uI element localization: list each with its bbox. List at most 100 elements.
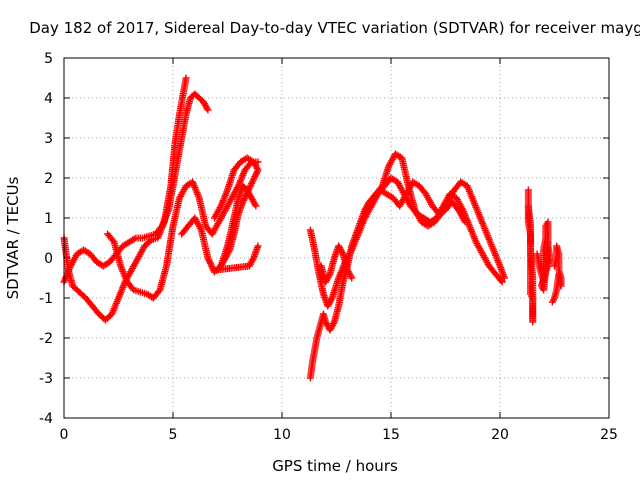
- data-point-run: [149, 235, 160, 243]
- data-point: [548, 298, 556, 306]
- data-point-run: [184, 179, 195, 189]
- data-point-run: [105, 232, 117, 244]
- data-point: [498, 278, 506, 286]
- data-point-run: [417, 184, 429, 196]
- data-point-run: [169, 196, 183, 228]
- data-point-run: [94, 259, 106, 269]
- data-point-run: [153, 224, 165, 236]
- y-tick-label: 1: [44, 211, 53, 227]
- data-point-run: [415, 211, 426, 221]
- data-point-run: [209, 220, 222, 236]
- data-point-run: [408, 204, 420, 216]
- data-point-run: [101, 259, 112, 269]
- data-point-run: [389, 175, 400, 185]
- data-point-run: [423, 192, 435, 208]
- data-point-run: [477, 216, 490, 236]
- y-tick-label: -3: [39, 371, 53, 387]
- data-point-run: [197, 95, 206, 105]
- data-point-run: [393, 151, 404, 161]
- data-point-run: [384, 191, 396, 201]
- data-point-run: [81, 247, 93, 257]
- data-point-run: [75, 247, 86, 257]
- data-point-run: [364, 196, 377, 212]
- data-point-run: [322, 272, 333, 284]
- series-track-j: [524, 186, 537, 326]
- data-point-run: [117, 264, 130, 284]
- data-point-run: [103, 312, 114, 322]
- series-track-e: [210, 154, 262, 274]
- data-point-run: [527, 224, 535, 252]
- data-point-run: [540, 268, 550, 292]
- data-point-run: [87, 252, 99, 264]
- data-point-run: [230, 196, 242, 220]
- data-point-run: [230, 212, 242, 236]
- data-point-run: [327, 320, 337, 332]
- data-point-run: [163, 224, 177, 268]
- data-point: [461, 218, 469, 226]
- data-point-run: [315, 272, 327, 296]
- x-tick-label: 25: [600, 427, 618, 443]
- data-point-run: [484, 232, 497, 252]
- data-point-run: [178, 112, 190, 140]
- data-point-run: [75, 287, 84, 297]
- y-axis-label: SDTVAR / TECUs: [4, 176, 22, 299]
- data-point-run: [246, 256, 257, 268]
- data-point-run: [224, 168, 237, 192]
- grid: [64, 58, 609, 418]
- series-track-c: [104, 158, 262, 302]
- data-point-run: [218, 188, 231, 208]
- data-point-run: [447, 191, 459, 201]
- data-point-run: [216, 208, 228, 224]
- data-point-run: [437, 207, 448, 217]
- data-point: [182, 74, 190, 82]
- data-point-run: [165, 184, 177, 212]
- data-point-run: [471, 200, 484, 220]
- data-point-run: [248, 196, 259, 208]
- y-tick-label: 4: [44, 91, 53, 107]
- data-point-run: [211, 204, 224, 220]
- data-point-run: [79, 291, 88, 301]
- data-point-run: [335, 280, 347, 308]
- y-tick-label: -4: [39, 411, 53, 427]
- data-point-run: [421, 215, 433, 225]
- data-point-run: [316, 320, 325, 332]
- x-axis-label: GPS time / hours: [272, 457, 398, 475]
- series-track-k: [533, 218, 554, 294]
- y-tick-label: -1: [39, 291, 53, 307]
- data-point-run: [159, 208, 172, 228]
- data-point-run: [151, 288, 163, 300]
- data-point-run: [214, 262, 251, 274]
- y-tick-label: 5: [44, 51, 53, 67]
- data-point-run: [61, 264, 74, 284]
- axis-ticks: 0 5 10 15 20 25 -4 -3 -2 -1 0 1 2 3 4 5: [39, 51, 618, 443]
- x-tick-label: 5: [169, 427, 178, 443]
- y-tick-label: 3: [44, 131, 53, 147]
- data-point-run: [218, 256, 228, 268]
- data-point-run: [313, 328, 323, 340]
- data-point: [252, 202, 260, 210]
- data-point-run: [386, 152, 398, 168]
- data-point-run: [456, 208, 468, 224]
- x-tick-label: 0: [60, 427, 69, 443]
- data-point-run: [325, 296, 335, 308]
- data-point-run: [196, 196, 209, 228]
- data-point-run: [70, 283, 80, 293]
- data-point-run: [127, 235, 138, 245]
- data-point-run: [536, 264, 545, 276]
- data-point-run: [198, 228, 211, 260]
- data-point-run: [83, 296, 95, 308]
- data-point-run: [231, 160, 243, 172]
- data-points: [60, 74, 565, 382]
- data-point: [254, 242, 262, 250]
- data-point-run: [344, 268, 355, 280]
- data-point-run: [176, 184, 189, 200]
- data-point-run: [188, 91, 197, 101]
- data-point-run: [171, 112, 183, 144]
- data-point-run: [553, 244, 562, 256]
- data-point: [348, 274, 356, 282]
- data-point-run: [527, 248, 537, 280]
- data-point-run: [449, 200, 461, 212]
- data-point-run: [240, 168, 261, 204]
- data-point-run: [141, 233, 151, 241]
